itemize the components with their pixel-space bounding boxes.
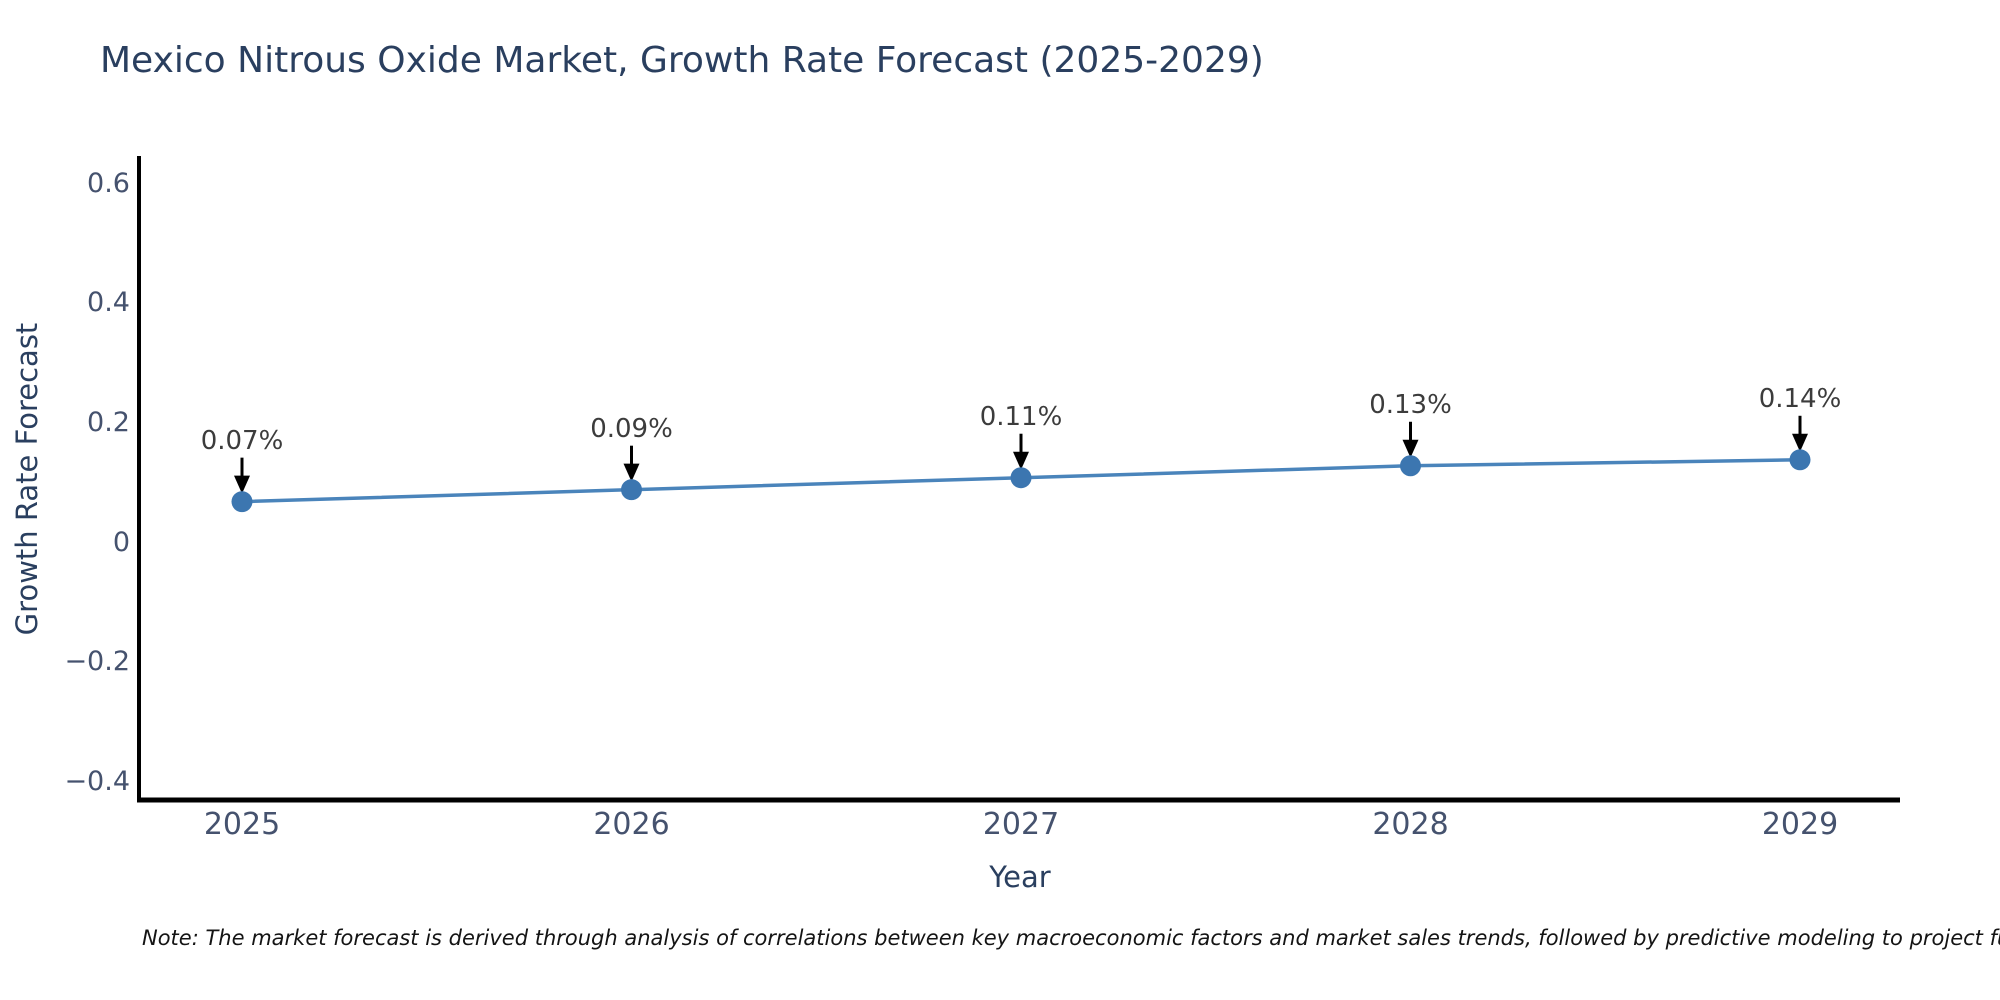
annotation-arrow-head bbox=[623, 463, 640, 482]
x-tick-label: 2028 bbox=[1372, 807, 1449, 842]
x-tick-label: 2026 bbox=[593, 807, 670, 842]
data-point-marker[interactable] bbox=[621, 479, 642, 501]
data-point-label: 0.14% bbox=[1758, 383, 1842, 414]
data-point-label: 0.07% bbox=[200, 425, 284, 456]
annotation-arrow-head bbox=[234, 475, 250, 494]
x-tick-label: 2025 bbox=[203, 807, 281, 842]
x-tick-label: 2027 bbox=[982, 807, 1060, 842]
data-point-marker[interactable] bbox=[1789, 449, 1811, 471]
data-point-label: 0.11% bbox=[979, 401, 1063, 432]
data-point-marker[interactable] bbox=[1010, 467, 1032, 489]
y-tick-label: 0 bbox=[112, 526, 130, 558]
y-tick-label: 0.6 bbox=[87, 167, 130, 199]
y-tick-label: −0.4 bbox=[64, 765, 130, 797]
x-axis-title: Year bbox=[989, 860, 1051, 894]
chart-title: Mexico Nitrous Oxide Market, Growth Rate… bbox=[100, 40, 1264, 81]
data-point-label: 0.13% bbox=[1369, 389, 1452, 420]
y-axis-title: Growth Rate Forecast bbox=[10, 322, 44, 636]
data-point-label: 0.09% bbox=[590, 413, 673, 444]
footnote: Note: The market forecast is derived thr… bbox=[142, 926, 2000, 950]
data-point-marker[interactable] bbox=[1400, 455, 1421, 477]
annotation-arrow-head bbox=[1402, 439, 1419, 458]
y-tick-label: 0.2 bbox=[87, 406, 130, 438]
y-tick-label: −0.2 bbox=[64, 646, 130, 678]
annotation-arrow-head bbox=[1792, 433, 1808, 452]
x-tick-label: 2029 bbox=[1761, 807, 1839, 842]
y-tick-label: 0.4 bbox=[87, 287, 130, 319]
data-point-marker[interactable] bbox=[231, 491, 253, 513]
annotation-arrow-head bbox=[1013, 451, 1029, 470]
